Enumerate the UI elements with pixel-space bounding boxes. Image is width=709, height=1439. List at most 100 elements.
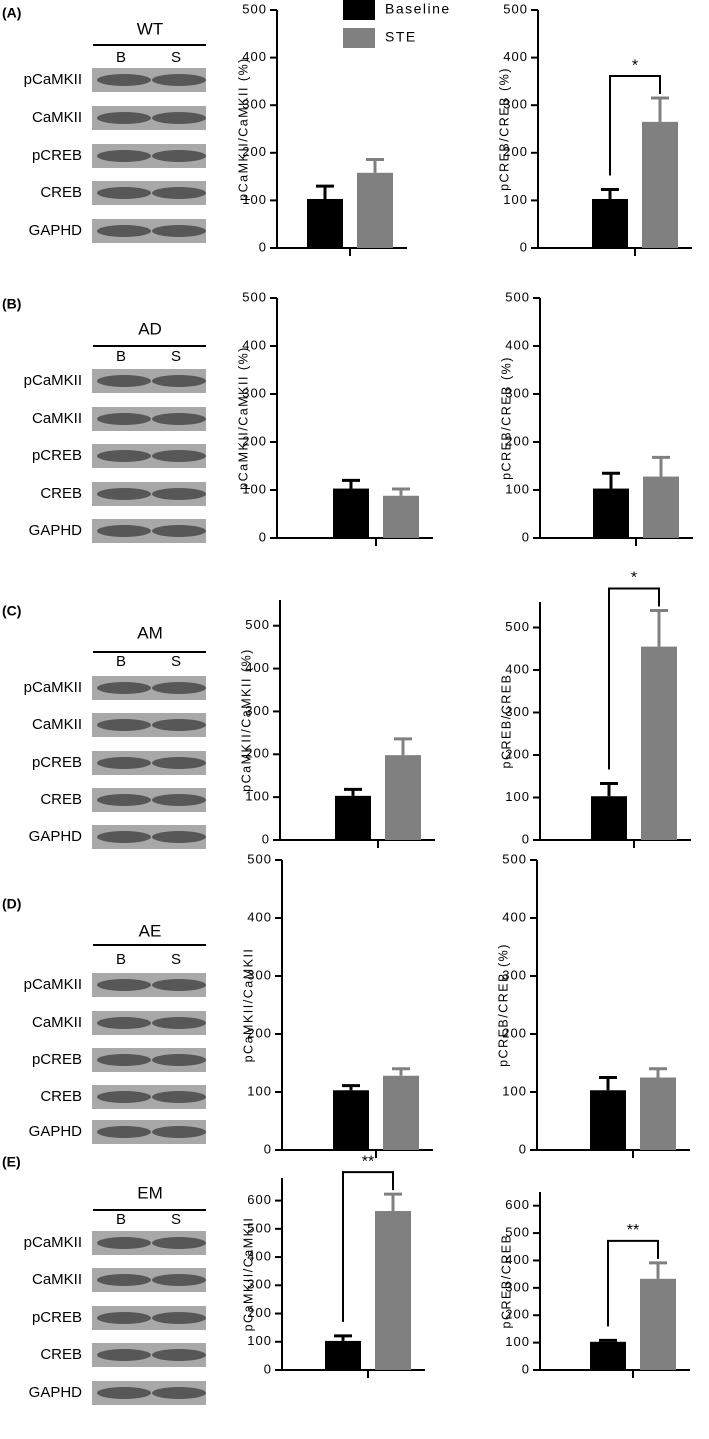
lane-label: B bbox=[116, 348, 126, 365]
legend-label: Baseline bbox=[385, 1, 451, 17]
blot-band bbox=[97, 1017, 151, 1029]
y-tick-label: 200 bbox=[505, 746, 530, 761]
blot-band bbox=[152, 719, 206, 731]
blot-band bbox=[97, 757, 151, 769]
bar bbox=[593, 488, 629, 538]
band-label: pCREB bbox=[32, 447, 82, 464]
band-label: GAPHD bbox=[29, 828, 83, 845]
blot-band bbox=[97, 719, 151, 731]
lane-label: B bbox=[116, 951, 126, 968]
blot-band bbox=[152, 1349, 206, 1361]
lane-label: S bbox=[171, 951, 181, 968]
bar bbox=[383, 1075, 419, 1150]
band-label: CaMKII bbox=[32, 410, 82, 427]
group-label: WT bbox=[137, 19, 163, 38]
y-tick-label: 500 bbox=[502, 851, 527, 866]
lane-label: S bbox=[171, 1211, 181, 1228]
y-tick-label: 500 bbox=[245, 617, 270, 632]
significance-label: ** bbox=[362, 1153, 374, 1170]
band-label: CREB bbox=[40, 1346, 82, 1363]
bar bbox=[640, 1278, 676, 1370]
y-tick-label: 500 bbox=[247, 1220, 272, 1235]
y-tick-label: 200 bbox=[247, 1025, 272, 1040]
blot-band bbox=[97, 979, 151, 991]
band-label: pCREB bbox=[32, 754, 82, 771]
band-label: CaMKII bbox=[32, 109, 82, 126]
band-label: CREB bbox=[40, 184, 82, 201]
bar bbox=[590, 1090, 626, 1150]
lane-label: S bbox=[171, 49, 181, 66]
bar bbox=[641, 646, 677, 840]
band-label: pCaMKII bbox=[24, 679, 82, 696]
y-tick-label: 400 bbox=[242, 337, 267, 352]
y-tick-label: 100 bbox=[503, 192, 528, 207]
panel-label: (A) bbox=[2, 5, 21, 21]
significance-label: ** bbox=[627, 1222, 639, 1239]
y-tick-label: 0 bbox=[522, 529, 530, 544]
blot-band bbox=[152, 1387, 206, 1399]
y-tick-label: 0 bbox=[262, 831, 270, 846]
y-tick-label: 500 bbox=[503, 1, 528, 16]
y-tick-label: 300 bbox=[505, 1279, 530, 1294]
y-tick-label: 500 bbox=[247, 851, 272, 866]
blot-band bbox=[97, 1126, 151, 1138]
band-label: CREB bbox=[40, 485, 82, 502]
band-label: pCREB bbox=[32, 1309, 82, 1326]
lane-label: B bbox=[116, 653, 126, 670]
y-tick-label: 100 bbox=[242, 192, 267, 207]
blot-band bbox=[97, 1091, 151, 1103]
blot-band bbox=[97, 1349, 151, 1361]
blot-band bbox=[97, 150, 151, 162]
significance-bracket bbox=[342, 1171, 394, 1322]
y-tick-label: 0 bbox=[259, 239, 267, 254]
blot-band bbox=[152, 525, 206, 537]
y-axis-label: pCREB/CREB (%) bbox=[496, 943, 510, 1067]
lane-label: B bbox=[116, 49, 126, 66]
band-label: pCaMKII bbox=[24, 1234, 82, 1251]
blot-band bbox=[152, 682, 206, 694]
blot-band bbox=[152, 1054, 206, 1066]
y-tick-label: 300 bbox=[242, 385, 267, 400]
y-tick-label: 500 bbox=[505, 1225, 530, 1240]
y-axis-label: pCaMKII/CaMKII bbox=[241, 948, 255, 1063]
blot-band bbox=[152, 1126, 206, 1138]
y-axis-label: pCaMKII/CaMKII bbox=[241, 1217, 255, 1332]
y-tick-label: 300 bbox=[247, 967, 272, 982]
y-tick-label: 100 bbox=[245, 789, 270, 804]
lane-label: S bbox=[171, 348, 181, 365]
legend-label: STE bbox=[385, 29, 417, 45]
band-label: CaMKII bbox=[32, 1014, 82, 1031]
blot-band bbox=[152, 1312, 206, 1324]
y-tick-label: 500 bbox=[505, 619, 530, 634]
blot-band bbox=[152, 1237, 206, 1249]
blot-band bbox=[97, 682, 151, 694]
blot-band bbox=[97, 74, 151, 86]
lane-label: S bbox=[171, 653, 181, 670]
blot-band bbox=[97, 1312, 151, 1324]
legend-swatch bbox=[343, 0, 375, 20]
blot-band bbox=[97, 1387, 151, 1399]
blot-band bbox=[97, 375, 151, 387]
bar bbox=[383, 495, 419, 538]
band-label: GAPHD bbox=[29, 1384, 83, 1401]
y-tick-label: 100 bbox=[505, 481, 530, 496]
y-tick-label: 100 bbox=[505, 1334, 530, 1349]
band-label: CaMKII bbox=[32, 1271, 82, 1288]
blot-band bbox=[152, 450, 206, 462]
y-axis-label: pCREB/CREB bbox=[499, 674, 513, 769]
y-tick-label: 400 bbox=[503, 49, 528, 64]
blot-band bbox=[152, 375, 206, 387]
band-label: pCaMKII bbox=[24, 976, 82, 993]
y-tick-label: 400 bbox=[505, 661, 530, 676]
blot-band bbox=[152, 1091, 206, 1103]
significance-bracket bbox=[607, 1239, 659, 1327]
bar bbox=[333, 1090, 369, 1150]
y-axis-label: pCREB/CREB bbox=[499, 1234, 513, 1329]
blot-band bbox=[152, 112, 206, 124]
bar bbox=[325, 1340, 361, 1370]
group-label: AD bbox=[138, 319, 162, 338]
y-tick-label: 200 bbox=[505, 433, 530, 448]
blot-band bbox=[97, 450, 151, 462]
y-tick-label: 0 bbox=[520, 239, 528, 254]
